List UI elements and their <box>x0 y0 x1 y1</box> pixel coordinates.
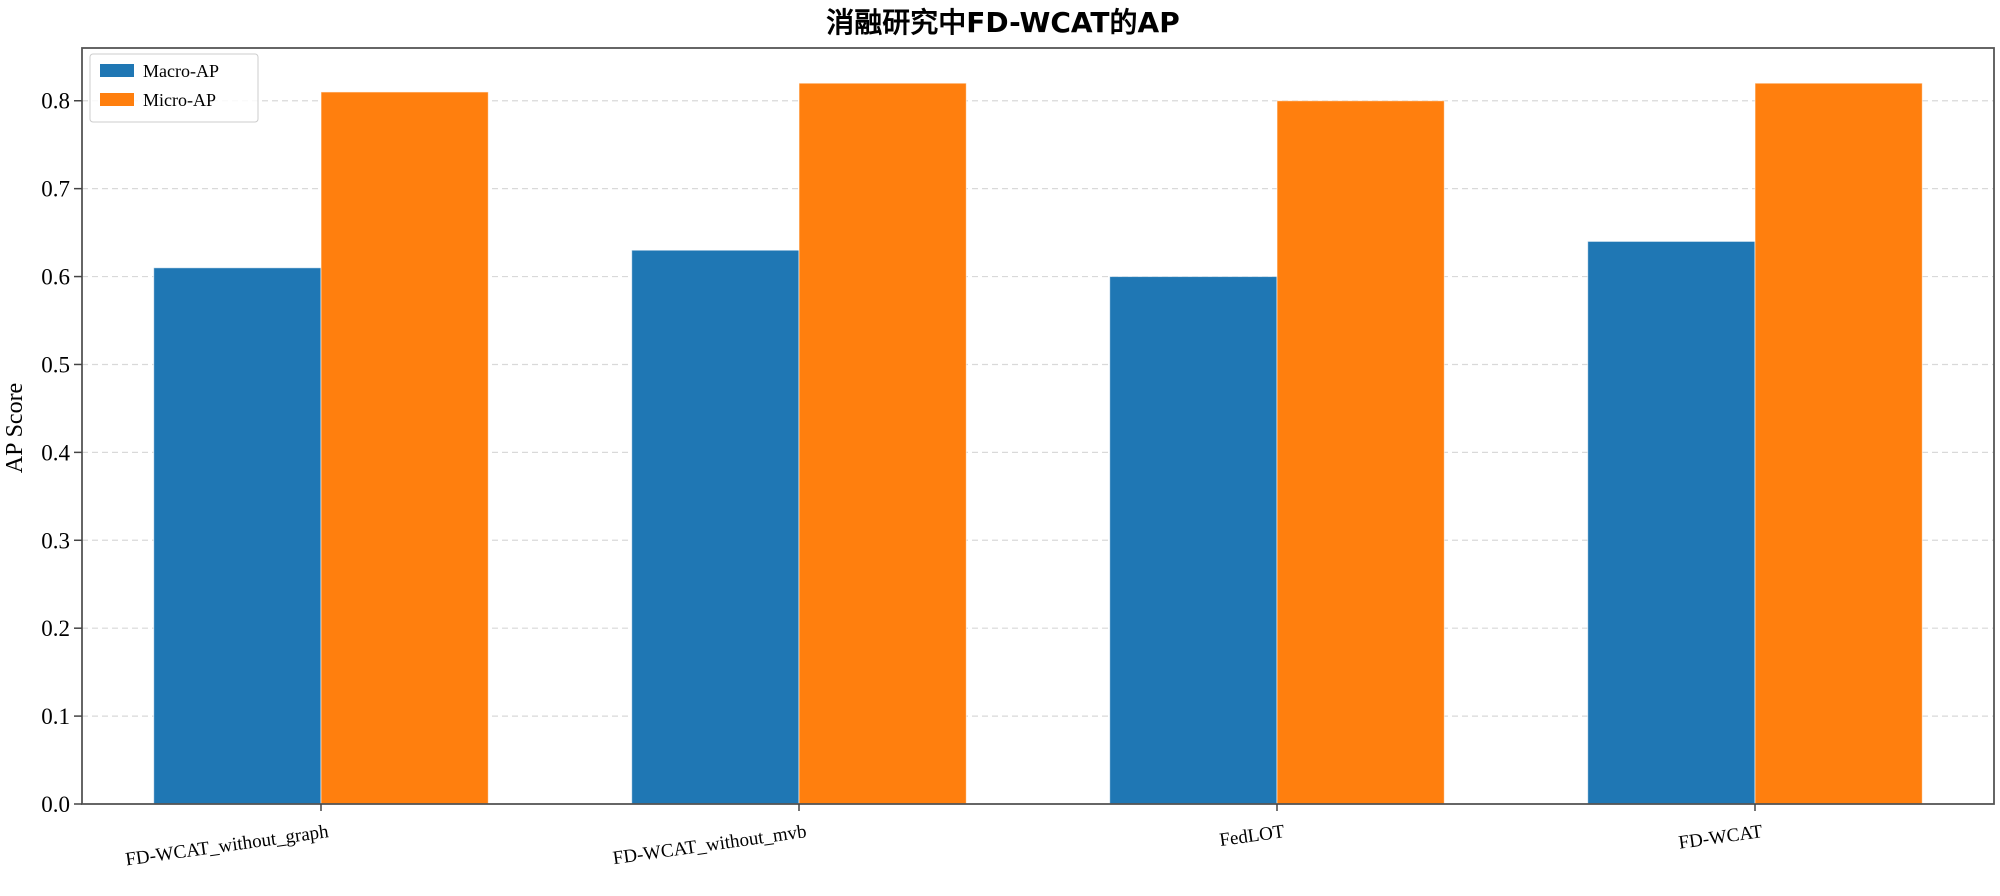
y-tick-label: 0.0 <box>41 792 70 817</box>
y-tick-label: 0.8 <box>41 89 70 114</box>
bars <box>153 82 1923 805</box>
y-tick-label: 0.5 <box>41 352 70 377</box>
x-tick-label: FedLOT <box>1218 821 1286 851</box>
legend-swatch-micro-ap <box>100 93 134 106</box>
y-tick-label: 0.7 <box>41 177 70 202</box>
bar-micro-ap-2 <box>798 82 967 805</box>
bar-micro-ap-3 <box>1276 100 1445 805</box>
y-axis-label: AP Score <box>2 383 28 473</box>
plot-area-frame <box>81 47 1995 805</box>
x-tick-label: FD-WCAT <box>1677 821 1764 854</box>
bar-micro-ap-4 <box>1754 82 1923 805</box>
bar-macro-ap-4 <box>1587 240 1756 805</box>
bar-micro-ap-1 <box>320 91 489 805</box>
x-tick-label: FD-WCAT_without_mvb <box>612 821 808 869</box>
y-tick-label: 0.1 <box>41 704 70 729</box>
bar-macro-ap-2 <box>631 249 800 805</box>
y-axis-ticks: 0.0 0.1 0.2 0.3 0.4 0.5 0.6 0.7 0.8 <box>41 89 82 817</box>
x-tick-label: FD-WCAT_without_graph <box>124 821 330 870</box>
chart-title: 消融研究中FD-WCAT的AP <box>826 6 1179 39</box>
y-tick-label: 0.4 <box>41 440 70 465</box>
x-axis-ticks: FD-WCAT_without_graph FD-WCAT_without_mvb… <box>124 804 1764 871</box>
bar-macro-ap-3 <box>1109 276 1278 805</box>
bar-macro-ap-1 <box>153 267 322 805</box>
legend-label-macro-ap: Macro-AP <box>143 61 219 81</box>
y-tick-label: 0.6 <box>41 265 70 290</box>
y-tick-label: 0.2 <box>41 616 70 641</box>
y-tick-label: 0.3 <box>41 528 70 553</box>
legend-label-micro-ap: Micro-AP <box>143 90 216 110</box>
legend-swatch-macro-ap <box>100 64 134 77</box>
legend: Macro-AP Micro-AP <box>89 53 259 123</box>
